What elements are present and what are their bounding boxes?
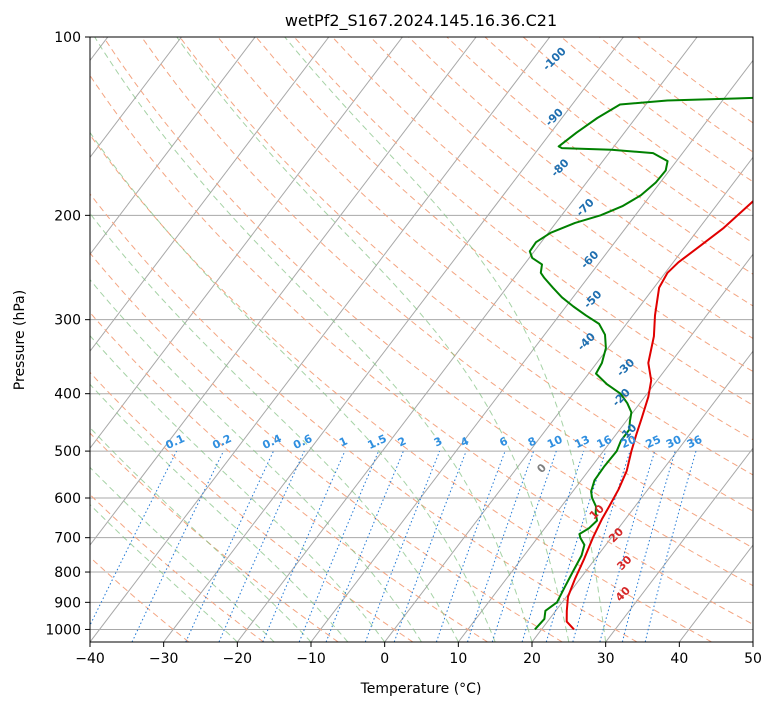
mixing-ratio-label: 13 (573, 433, 592, 451)
x-tick-label: 50 (744, 651, 762, 667)
y-tick-label: 700 (54, 531, 81, 547)
y-tick-label: 400 (54, 387, 81, 403)
y-tick-label: 200 (54, 208, 81, 224)
mixing-ratio-line (262, 450, 346, 642)
mixing-ratio-line (325, 450, 404, 642)
x-tick-label: 30 (597, 651, 615, 667)
temperature-profile-line (565, 200, 753, 631)
y-tick-label: 500 (54, 444, 81, 460)
isotherm-line (90, 37, 182, 159)
moist-adiabat-line (94, 37, 533, 642)
dry-adiabat-line (217, 37, 753, 476)
moist-adiabat-line (90, 466, 275, 642)
dewpoint-profile-line (528, 96, 753, 631)
x-tick-label: 20 (523, 651, 541, 667)
y-tick-label: 800 (54, 565, 81, 581)
mixing-ratio-label: 30 (664, 433, 684, 451)
dry-adiabat-line (293, 37, 753, 406)
mixing-ratio-line (521, 450, 585, 642)
isotherm-line (605, 447, 753, 642)
isotherm-line (457, 253, 753, 642)
chart-title: wetPf2_S167.2024.145.16.36.C21 (285, 11, 557, 31)
moist-adiabat-line (90, 278, 422, 642)
mixing-ratio-line (644, 450, 697, 642)
y-axis-label: Pressure (hPa) (12, 290, 28, 390)
moist-adiabat-line (284, 37, 607, 642)
isotherm-line (90, 37, 403, 449)
plot-frame (89, 36, 754, 643)
x-tick-label: −40 (75, 651, 105, 667)
x-axis-label: Temperature (°C) (360, 681, 482, 697)
mixing-ratio-line (467, 450, 535, 642)
y-tick-label: 900 (54, 595, 81, 611)
isotherm-line (90, 37, 330, 353)
moist-adiabat-line (90, 131, 496, 642)
isotherm-line (236, 37, 698, 642)
dry-adiabat-line (90, 134, 712, 642)
x-tick-label: 0 (380, 651, 389, 667)
y-tick-label: 100 (54, 30, 81, 46)
mixing-ratio-label: 10 (545, 433, 565, 451)
isotherm-line (90, 37, 256, 256)
mixing-ratio-label: 20 (619, 433, 639, 451)
y-tick-label: 1000 (45, 622, 81, 638)
x-tick-label: 10 (449, 651, 467, 667)
axis-ticks: −40 −30 −20 −10 0 10 20 30 40 50 100 200 300 400 500 60… (45, 30, 762, 667)
mixing-ratio-line (298, 450, 380, 642)
mixing-ratio-line (218, 450, 305, 642)
moist-adiabat-line (90, 503, 238, 642)
mixing-ratio-label: 16 (595, 433, 615, 451)
isotherm-line (531, 350, 753, 642)
y-tick-label: 600 (54, 491, 81, 507)
mixing-ratio-line (364, 450, 441, 642)
mixing-ratio-line (393, 450, 467, 642)
y-tick-label: 300 (54, 313, 81, 329)
moist-adiabat-line (90, 212, 459, 642)
dry-adiabat-line (90, 371, 414, 642)
moist-adiabat-line (90, 334, 386, 642)
mixing-ratio-line (435, 450, 506, 642)
isotherm-line (163, 37, 624, 642)
dry-adiabat-line (255, 37, 753, 441)
mixing-ratio-line (90, 450, 178, 627)
x-tick-label: −30 (149, 651, 179, 667)
profile-lines (528, 96, 753, 631)
mixing-ratio-label: 36 (685, 433, 705, 451)
dry-adiabat-line (90, 193, 638, 642)
background-lines (90, 37, 753, 642)
isotherm-line (90, 37, 551, 642)
isotherm-line (384, 156, 753, 642)
mixing-ratio-line (621, 450, 676, 642)
mixing-ratio-line (572, 450, 631, 642)
mixing-ratio-label: 25 (644, 433, 663, 451)
dry-adiabat-line (332, 37, 753, 373)
isotherm-line (90, 37, 477, 546)
moist-adiabat-line (90, 426, 312, 642)
x-tick-label: 40 (670, 651, 688, 667)
x-tick-label: −10 (296, 651, 326, 667)
mixing-ratio-line (599, 450, 656, 642)
x-tick-label: −20 (223, 651, 253, 667)
dry-adiabat-line (90, 432, 339, 642)
moist-adiabat-line (176, 37, 570, 642)
mixing-ratio-line (491, 450, 557, 642)
mixing-ratio-line (545, 450, 607, 642)
